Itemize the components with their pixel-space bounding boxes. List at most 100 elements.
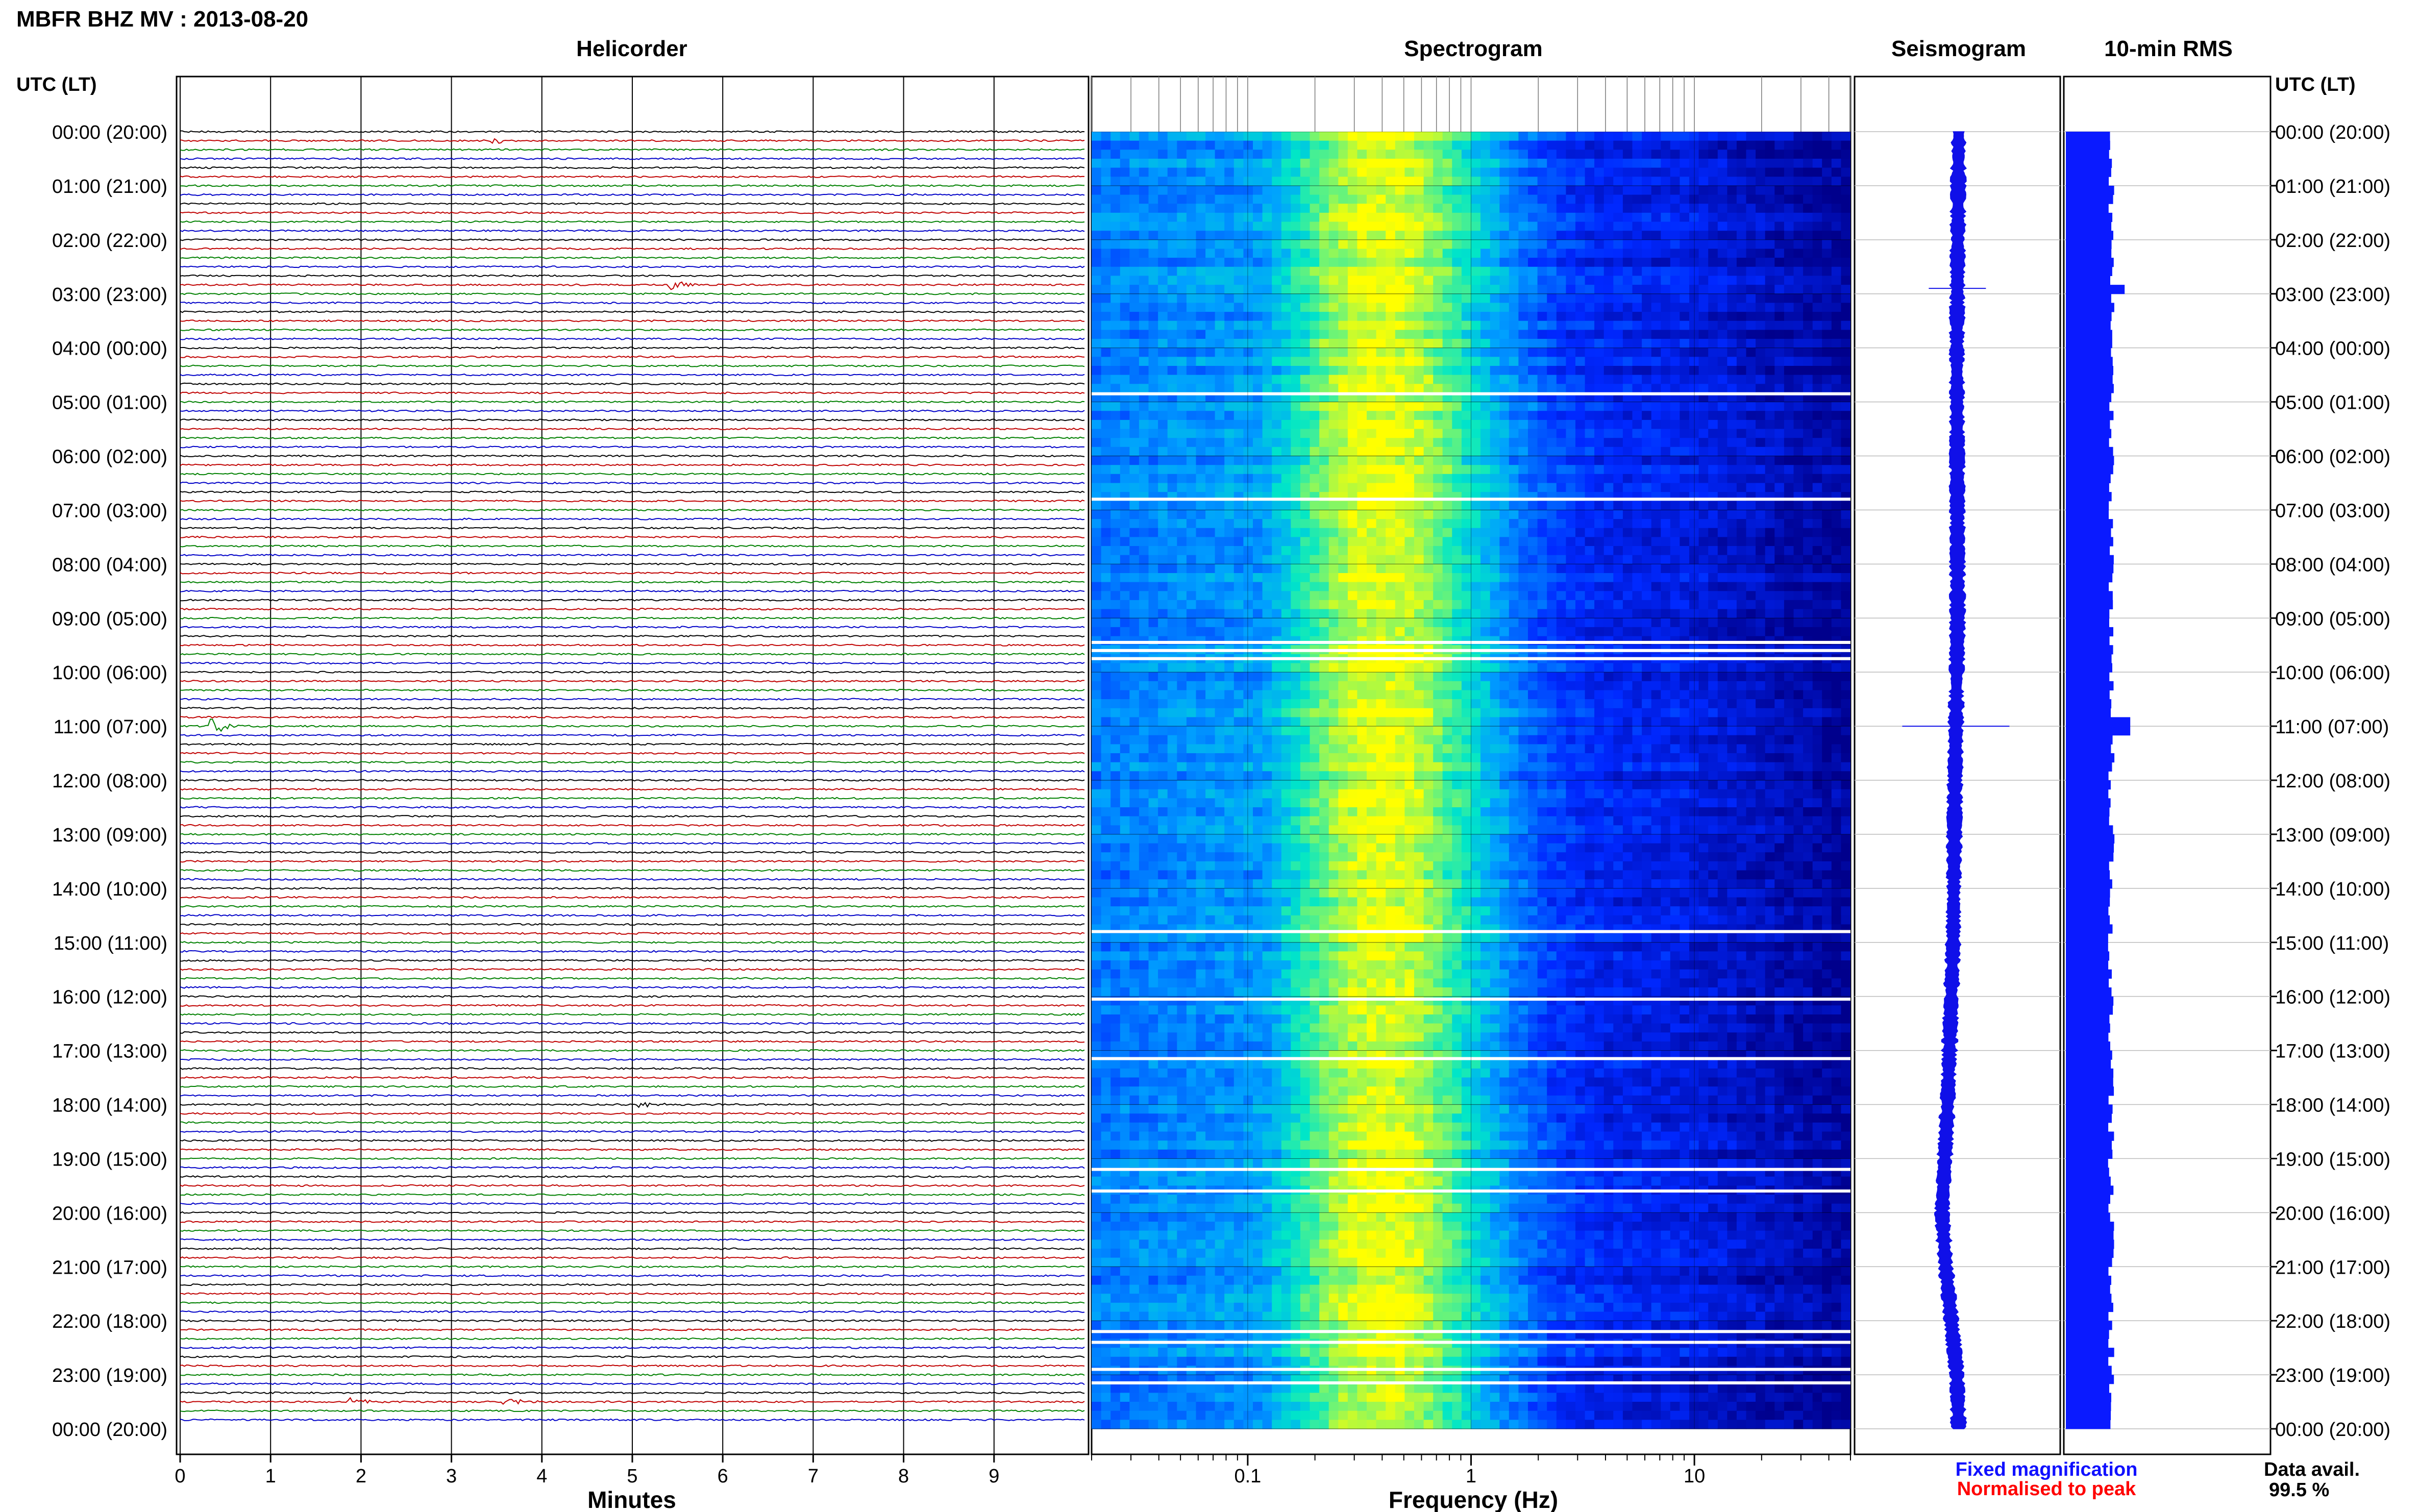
helicorder-trace (180, 490, 1085, 493)
spectrogram-cell (1139, 366, 1149, 376)
spectrogram-cell (1708, 303, 1718, 312)
spectrogram-cell (1528, 609, 1538, 618)
spectrogram-cell (1461, 546, 1472, 556)
spectrogram-cell (1461, 221, 1472, 231)
spectrogram-cell (1215, 419, 1225, 430)
spectrogram-cell (1367, 375, 1377, 384)
helicorder-trace (180, 544, 1085, 548)
spectrogram-cell (1328, 339, 1339, 349)
spectrogram-cell (1253, 411, 1263, 420)
spectrogram-cell (1632, 239, 1642, 250)
spectrogram-cell (1509, 447, 1519, 457)
spectrogram-cell (1622, 194, 1633, 204)
spectrogram-cell (1404, 212, 1415, 222)
helicorder-trace (180, 301, 1085, 305)
spectrogram-cell (1224, 419, 1235, 430)
spectrogram-cell (1518, 537, 1528, 547)
spectrogram-cell (1793, 402, 1804, 411)
spectrogram-cell (1092, 609, 1102, 618)
spectrogram-cell (1101, 465, 1111, 475)
spectrogram-cell (1404, 618, 1415, 628)
spectrogram-cell (1300, 663, 1311, 673)
spectrogram-cell (1395, 627, 1405, 637)
spectrogram-cell (1547, 600, 1557, 610)
spectrogram-cell (1186, 402, 1197, 411)
spectrogram-cell (1461, 501, 1472, 511)
spectrogram-cell (1528, 429, 1538, 438)
spectrogram-cell (1186, 221, 1197, 231)
spectrogram-cell (1120, 375, 1130, 384)
spectrogram-cell (1613, 320, 1623, 330)
spectrogram-cell (1756, 447, 1766, 457)
spectrogram-cell (1338, 320, 1348, 330)
helicorder-trace (180, 760, 1085, 764)
spectrogram-cell (1841, 320, 1850, 330)
spectrogram-cell (1717, 465, 1728, 475)
spectrogram-cell (1708, 419, 1718, 430)
spectrogram-cell (1357, 483, 1367, 492)
spectrogram-cell (1120, 573, 1130, 583)
spectrogram-cell (1613, 600, 1623, 610)
spectrogram-cell (1461, 474, 1472, 484)
helicorder-trace (180, 400, 1085, 404)
spectrogram-cell (1651, 140, 1662, 150)
spectrogram-cell (1310, 330, 1320, 339)
spectrogram-cell (1215, 239, 1225, 250)
spectrogram-cell (1120, 402, 1130, 411)
spectrogram-cell (1215, 483, 1225, 492)
spectrogram-cell (1433, 239, 1443, 250)
spectrogram-cell (1528, 348, 1538, 357)
spectrogram-cell (1186, 357, 1197, 366)
spectrogram-cell (1414, 132, 1424, 141)
spectrogram-cell (1148, 663, 1158, 673)
spectrogram-cell (1423, 285, 1434, 294)
spectrogram-cell (1509, 249, 1519, 258)
spectrogram-cell (1367, 185, 1377, 195)
spectrogram-cell (1698, 320, 1709, 330)
spectrogram-cell (1698, 419, 1709, 430)
spectrogram-cell (1812, 231, 1823, 240)
spectrogram-cell (1452, 266, 1462, 277)
helicorder-trace (180, 1031, 1085, 1034)
spectrogram-cell (1139, 591, 1149, 601)
spectrogram-cell (1328, 564, 1339, 574)
spectrogram-cell (1328, 348, 1339, 357)
spectrogram-cell (1680, 239, 1690, 250)
spectrogram-cell (1575, 582, 1586, 591)
spectrogram-cell (1092, 357, 1102, 366)
spectrogram-cell (1661, 582, 1671, 591)
spectrogram-cell (1092, 546, 1102, 556)
spectrogram-cell (1319, 249, 1329, 258)
spectrogram-cell (1575, 663, 1586, 673)
spectrogram-cell (1727, 411, 1737, 420)
spectrogram-cell (1215, 618, 1225, 628)
spectrogram-cell (1622, 384, 1633, 393)
helicorder-trace (180, 1157, 1085, 1160)
spectrogram-cell (1404, 429, 1415, 438)
spectrogram-cell (1736, 249, 1747, 258)
spectrogram-cell (1205, 221, 1216, 231)
spectrogram-cell (1717, 293, 1728, 304)
spectrogram-cell (1148, 438, 1158, 448)
spectrogram-cell (1784, 510, 1794, 519)
spectrogram-cell (1110, 320, 1121, 330)
spectrogram-cell (1452, 663, 1462, 673)
spectrogram-cell (1148, 140, 1158, 150)
spectrogram-cell (1680, 429, 1690, 438)
spectrogram-cell (1233, 320, 1244, 330)
spectrogram-cell (1708, 537, 1718, 547)
spectrogram-cell (1243, 339, 1253, 349)
spectrogram-cell (1414, 303, 1424, 312)
spectrogram-cell (1812, 185, 1823, 195)
spectrogram-cell (1547, 402, 1557, 411)
spectrogram-cell (1490, 546, 1500, 556)
spectrogram-cell (1822, 618, 1832, 628)
spectrogram-cell (1509, 266, 1519, 277)
spectrogram-cell (1367, 438, 1377, 448)
spectrogram-cell (1272, 546, 1282, 556)
spectrogram-cell (1120, 212, 1130, 222)
spectrogram-cell (1689, 357, 1699, 366)
spectrogram-cell (1367, 627, 1377, 637)
spectrogram-cell (1338, 194, 1348, 204)
spectrogram-cell (1347, 465, 1358, 475)
